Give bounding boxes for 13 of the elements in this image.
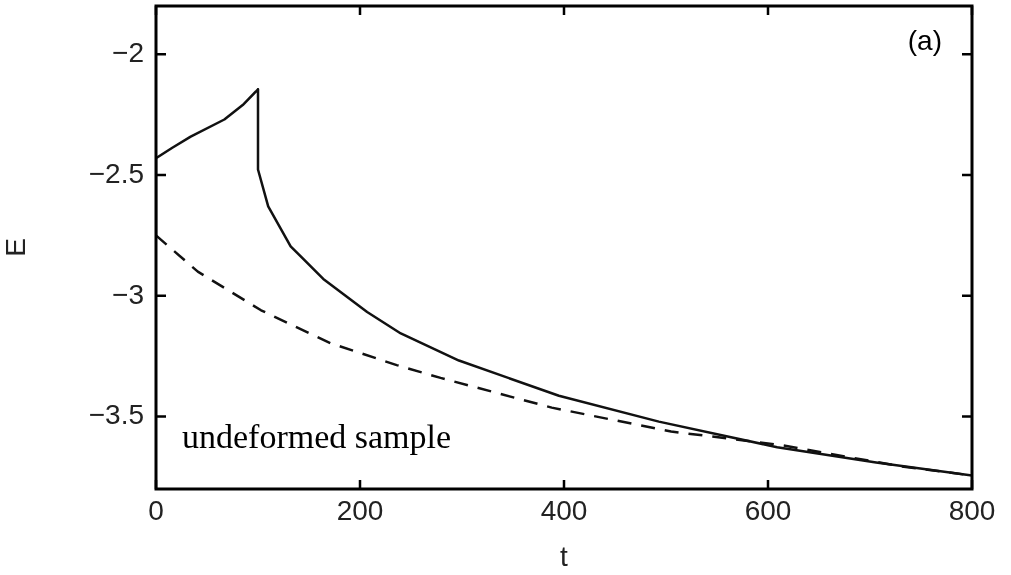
x-tick-label: 200	[336, 494, 384, 526]
y-tick-label: −3.5	[88, 399, 144, 431]
annotation: undeformed sample	[182, 417, 452, 455]
y-axis-title: E	[0, 238, 31, 257]
x-tick-label: 0	[148, 494, 164, 526]
x-tick-label: 400	[540, 494, 588, 526]
y-tick-label: −2.5	[88, 157, 144, 189]
y-tick-label: −2	[112, 37, 144, 69]
x-tick-label: 600	[744, 494, 792, 526]
x-axis-title: t	[560, 540, 569, 572]
annotation: (a)	[907, 24, 942, 56]
x-tick-label: 800	[948, 494, 996, 526]
y-tick-label: −3	[112, 278, 144, 310]
